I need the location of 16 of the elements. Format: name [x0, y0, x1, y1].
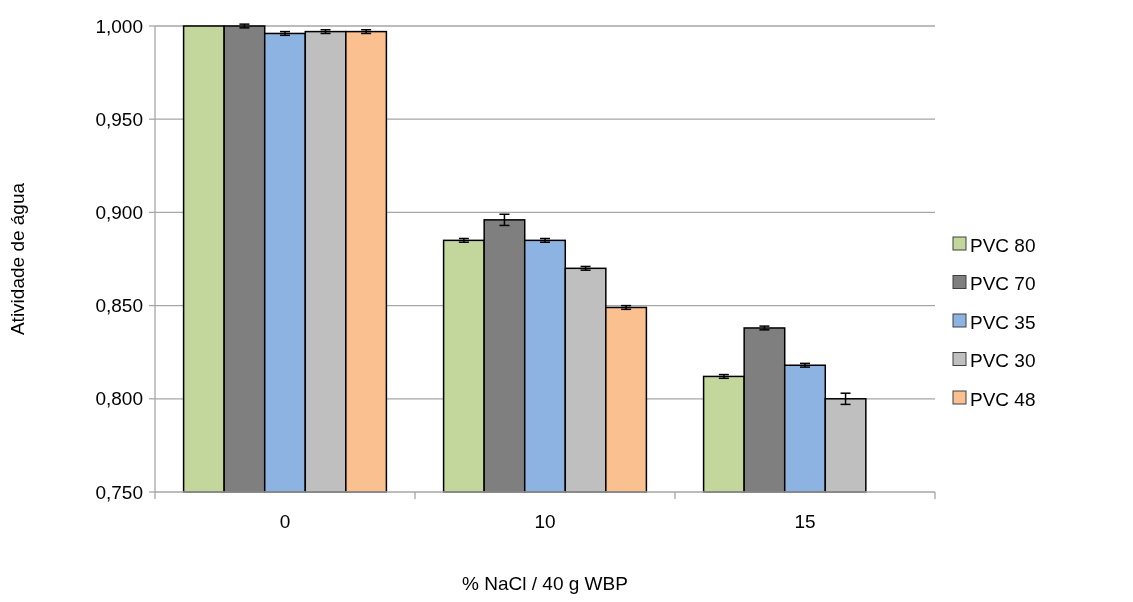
y-tick-label: 0,850: [95, 295, 143, 317]
y-tick-label: 1,000: [95, 15, 143, 37]
legend-label: PVC 80: [970, 234, 1036, 256]
legend-label: PVC 70: [970, 273, 1036, 295]
legend-label: PVC 35: [970, 311, 1036, 333]
x-tick-label: 10: [534, 511, 556, 532]
y-tick-label: 0,900: [95, 202, 143, 224]
y-axis-title: Atividade de água: [7, 182, 28, 336]
y-tick-label: 0,950: [95, 108, 143, 130]
x-axis-title: % NaCl / 40 g WBP: [462, 573, 628, 594]
y-tick-label: 0,800: [95, 388, 143, 410]
x-tick-label: 0: [279, 511, 291, 532]
legend-label: PVC 48: [970, 388, 1036, 410]
legend-label: PVC 30: [970, 350, 1036, 372]
y-tick-label: 0,750: [95, 481, 143, 503]
x-tick-label: 15: [794, 511, 816, 532]
